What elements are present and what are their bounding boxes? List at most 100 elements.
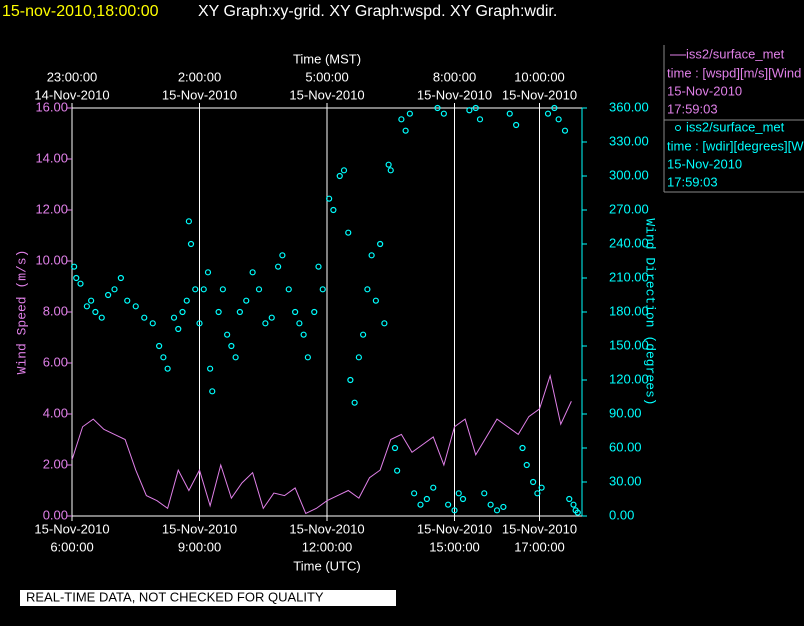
x2-tick-label: 23:00:00	[47, 69, 98, 84]
wdir-point	[275, 263, 282, 270]
y2-tick-label: 60.00	[609, 439, 642, 454]
wdir-point	[570, 501, 577, 508]
wdir-point	[406, 110, 413, 117]
wdir-point	[493, 507, 501, 514]
y2-tick-label: 270.00	[609, 201, 649, 216]
wdir-point	[394, 467, 401, 474]
wdir-point	[411, 490, 418, 497]
wdir-point	[207, 365, 214, 372]
y-tick-label: 10.00	[35, 252, 68, 267]
wdir-point	[534, 490, 541, 497]
wdir-point	[185, 218, 192, 225]
y2-tick-label: 210.00	[609, 269, 649, 284]
x2-tick-label: 15-Nov-2010	[162, 87, 237, 102]
x-axis-label: Time (UTC)	[293, 558, 360, 573]
x2-tick-label: 10:00:00	[514, 69, 565, 84]
wdir-point	[574, 509, 581, 516]
wdir-point	[255, 286, 263, 293]
wdir-point	[243, 297, 250, 304]
wdir-point	[487, 501, 494, 508]
wdir-point	[402, 127, 409, 134]
wdir-point	[315, 263, 322, 270]
wdir-point	[566, 495, 573, 503]
wdir-point	[523, 461, 530, 469]
x2-tick-label: 2:00:00	[178, 69, 221, 84]
title: XY Graph:xy-grid. XY Graph:wspd. XY Grap…	[198, 3, 557, 20]
legend-entry: iss2/surface_met	[686, 46, 785, 61]
y-tick-label: 2.00	[43, 456, 68, 471]
wdir-point	[530, 478, 537, 486]
wdir-point	[451, 507, 458, 514]
legend-detail: 17:59:03	[667, 174, 718, 189]
wdir-point	[326, 195, 333, 202]
legend-detail: 17:59:03	[667, 101, 718, 116]
wdir-point	[336, 172, 343, 180]
wdir-point	[561, 127, 569, 134]
wdir-point	[459, 495, 467, 503]
wdir-point	[340, 167, 348, 174]
wdir-point	[519, 444, 526, 452]
wdir-point	[196, 320, 203, 327]
wdir-point	[311, 308, 318, 316]
y-tick-label: 4.00	[43, 405, 68, 420]
wdir-point	[249, 269, 256, 276]
legend-detail: 15-Nov-2010	[667, 156, 742, 171]
x-tick-label: 9:00:00	[178, 539, 221, 554]
x2-tick-label: 15-Nov-2010	[417, 87, 492, 102]
wdir-point	[391, 444, 399, 452]
wdir-point	[538, 484, 545, 491]
y2-tick-label: 0.00	[609, 507, 634, 522]
wdir-point	[304, 354, 311, 361]
y2-tick-label: 120.00	[609, 371, 649, 386]
x2-axis-label: Time (MST)	[293, 51, 361, 66]
wdir-point	[268, 314, 275, 321]
x-tick-label: 12:00:00	[302, 539, 353, 554]
y-tick-label: 0.00	[43, 507, 68, 522]
x2-tick-label: 14-Nov-2010	[34, 87, 109, 102]
y-tick-label: 6.00	[43, 354, 68, 369]
wdir-point	[296, 320, 303, 327]
wdir-point	[228, 342, 235, 350]
legend-detail: 15-Nov-2010	[667, 83, 742, 98]
wdir-point	[164, 365, 171, 372]
wdir-point	[183, 297, 190, 304]
footer-note: REAL-TIME DATA, NOT CHECKED FOR QUALITY	[26, 589, 324, 604]
x-tick-label: 15-Nov-2010	[34, 521, 109, 536]
wdir-point	[141, 314, 148, 321]
timestamp: 15-nov-2010,18:00:00	[2, 3, 159, 20]
wdir-point	[445, 501, 452, 508]
x2-tick-label: 8:00:00	[433, 69, 476, 84]
y-tick-label: 14.00	[35, 150, 68, 165]
x-tick-label: 15-Nov-2010	[162, 521, 237, 536]
y-tick-label: 12.00	[35, 201, 68, 216]
wdir-point	[430, 484, 437, 491]
y2-tick-label: 150.00	[609, 337, 649, 352]
legend-entry: iss2/surface_met	[686, 119, 785, 134]
y-axis-label: Wind Speed (m/s)	[14, 250, 29, 375]
x2-tick-label: 15-Nov-2010	[289, 87, 364, 102]
wdir-point	[555, 116, 562, 123]
wdir-point	[440, 110, 447, 117]
y2-tick-label: 330.00	[609, 133, 649, 148]
x2-tick-label: 15-Nov-2010	[502, 87, 577, 102]
wdir-point	[232, 354, 239, 361]
wdir-point	[466, 107, 473, 114]
y2-tick-label: 90.00	[609, 405, 642, 420]
y-tick-label: 16.00	[35, 99, 68, 114]
legend-detail: time : [wdir][degrees][W	[667, 138, 804, 153]
wdir-point	[398, 116, 405, 123]
wdir-point	[179, 308, 186, 316]
wdir-point	[224, 331, 231, 338]
wdir-point	[215, 308, 222, 316]
wdir-point	[175, 325, 182, 333]
wdir-point	[73, 274, 80, 282]
wdir-point	[192, 286, 199, 293]
x2-tick-label: 5:00:00	[305, 69, 348, 84]
wdir-point	[285, 286, 292, 293]
wdir-point	[149, 320, 156, 327]
wdir-point	[455, 490, 462, 497]
wdir-point	[345, 229, 352, 236]
wdir-point	[88, 297, 95, 304]
wdir-point	[98, 314, 105, 321]
